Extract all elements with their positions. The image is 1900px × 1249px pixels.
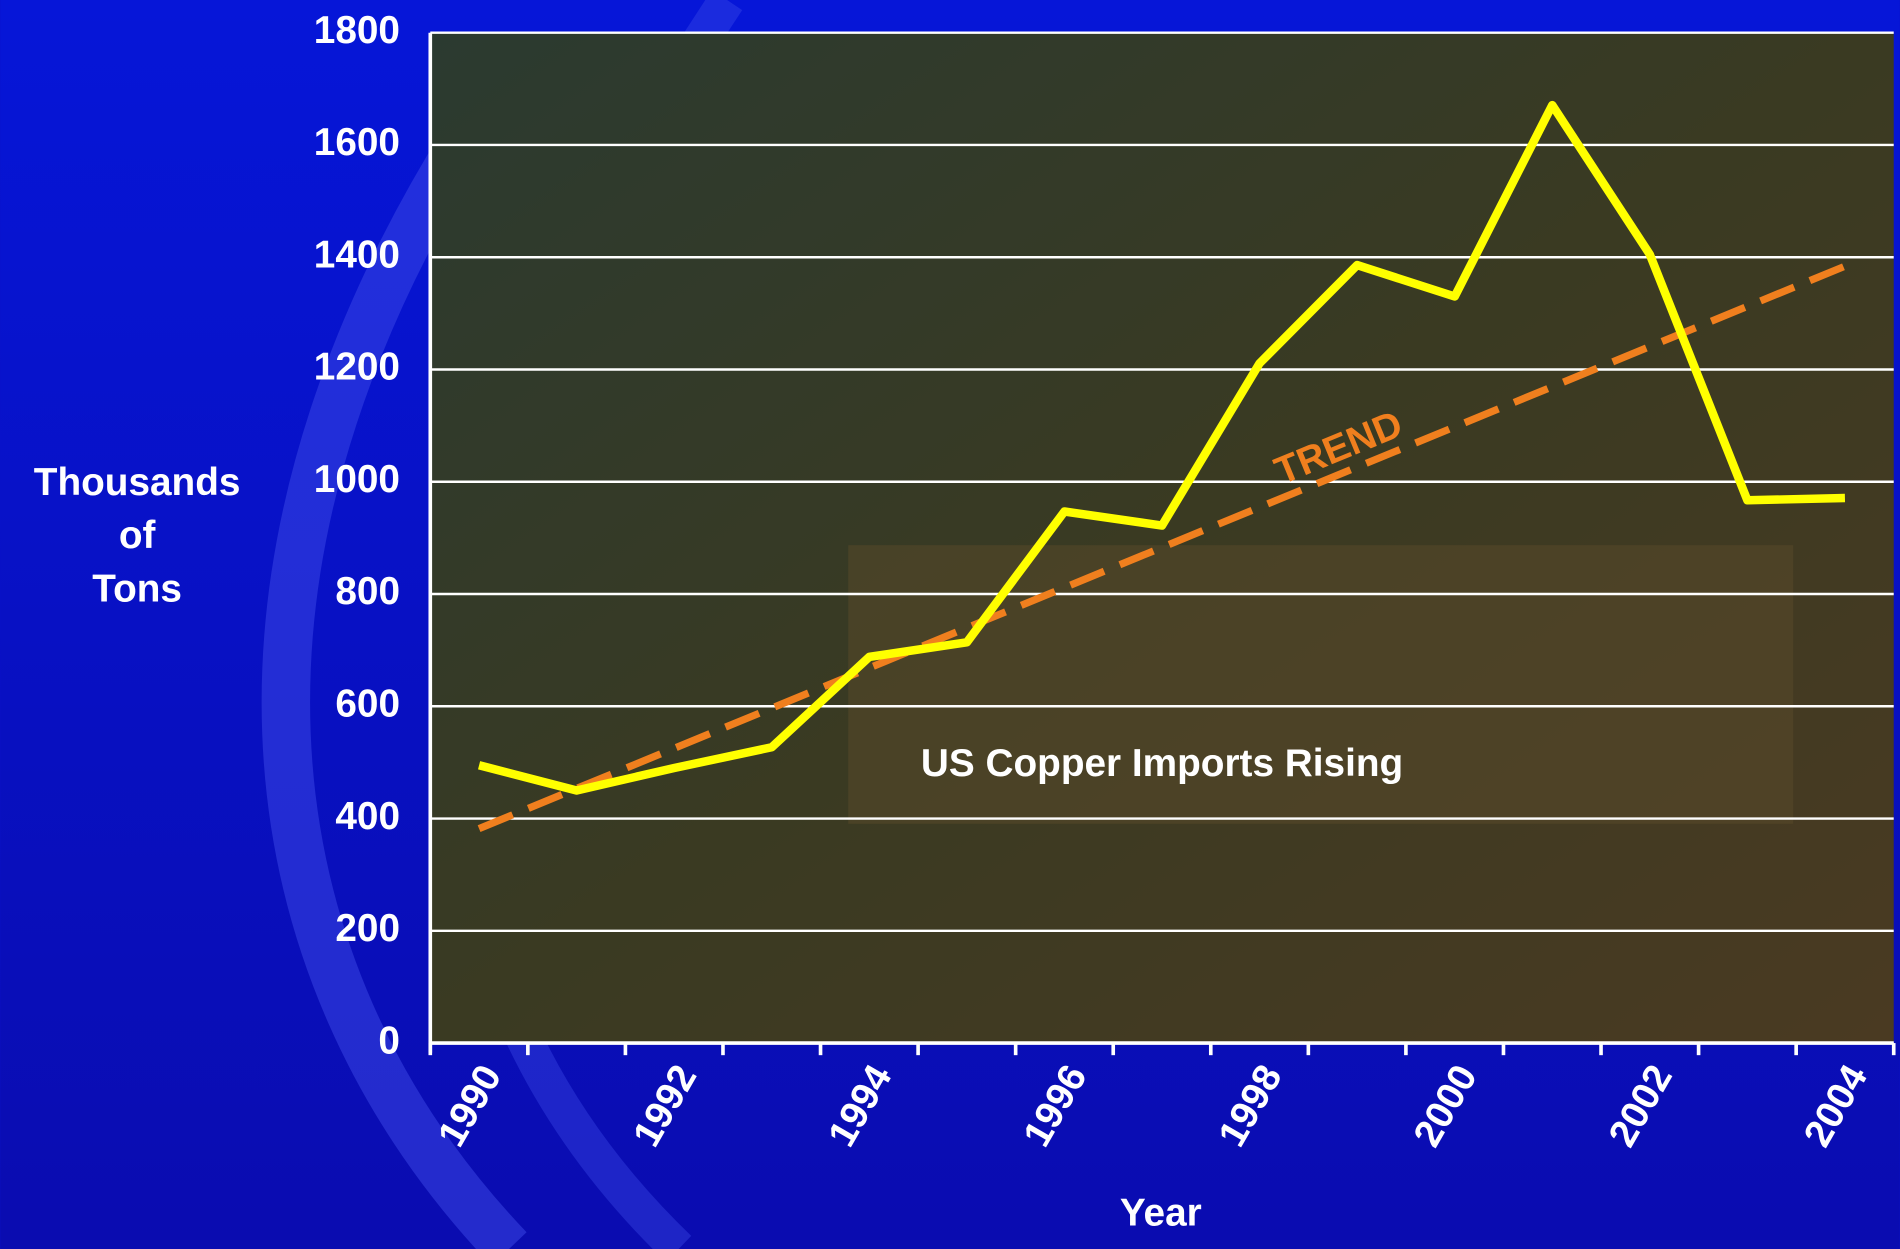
y-tick-label: 600 [335,683,400,726]
chart: US Copper Imports Rising Year 0 200 400 600… [0,0,1900,1249]
y-tick-label: 1800 [314,9,400,52]
y-axis-label: of [119,514,156,557]
y-tick-label: 1400 [314,233,400,276]
y-tick-label: 1600 [314,121,400,164]
y-tick-label: 1000 [314,458,400,501]
x-axis-label: Year [1120,1191,1202,1234]
y-axis-label: Tons [92,567,182,610]
y-tick-label: 1200 [314,346,400,389]
y-tick-label: 0 [378,1019,400,1062]
annotation: US Copper Imports Rising [921,742,1403,785]
y-tick-label: 800 [335,570,400,613]
plot-background [430,33,1893,1043]
y-tick-label: 400 [335,795,400,838]
y-axis-label: Thousands [34,461,241,504]
y-tick-label: 200 [335,907,400,950]
